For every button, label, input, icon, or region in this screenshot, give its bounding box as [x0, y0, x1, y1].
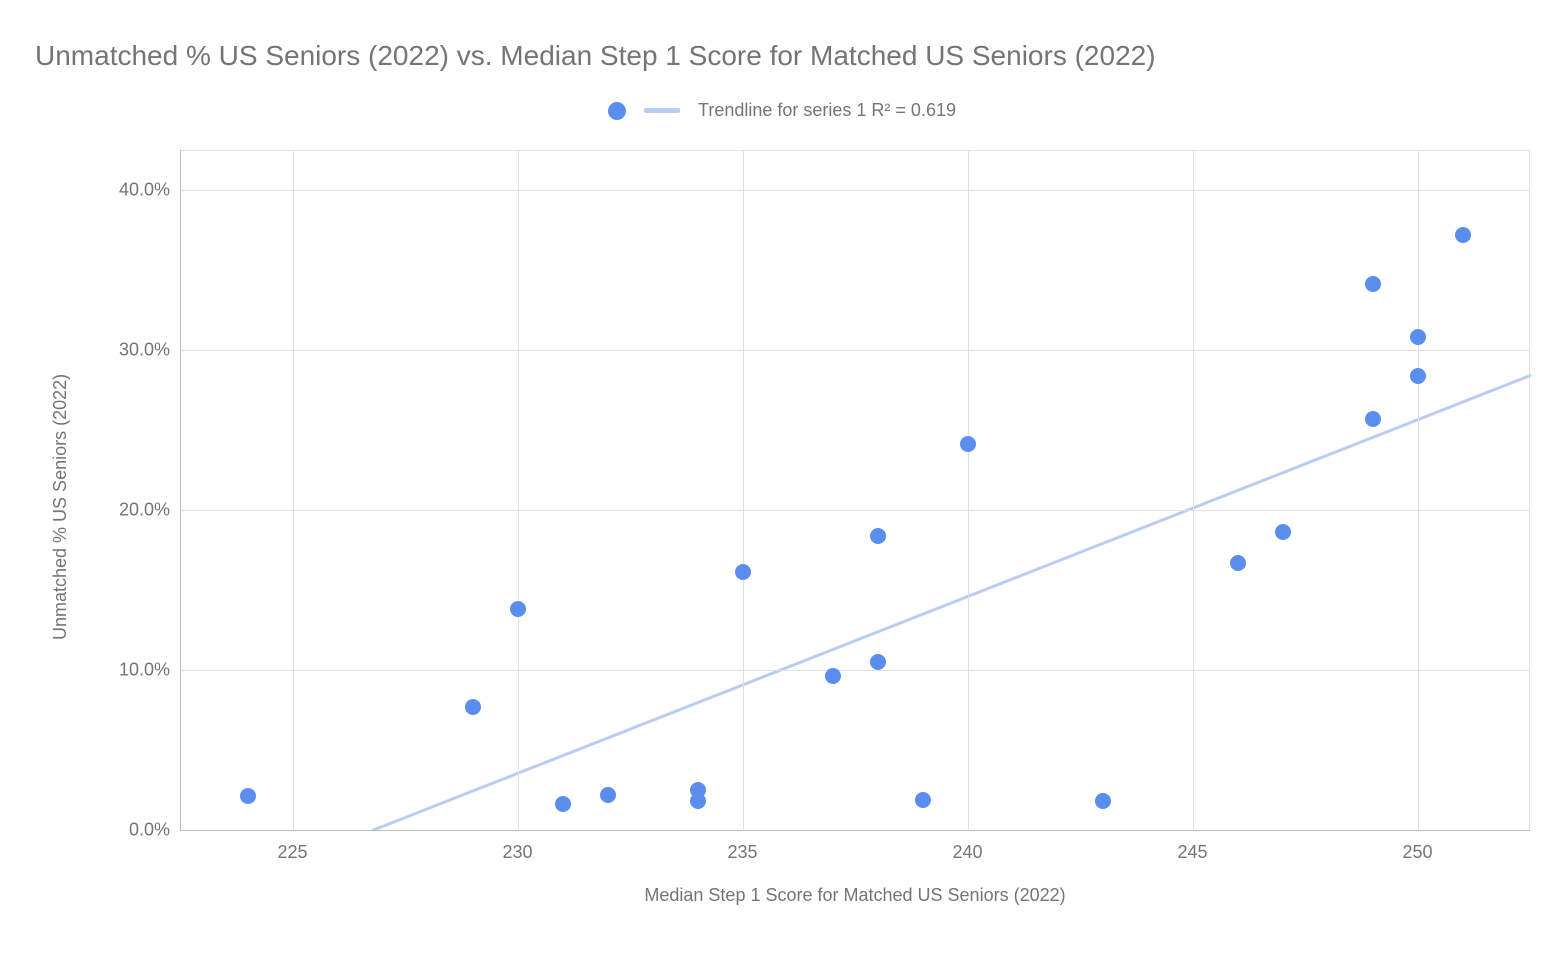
- chart-legend: Trendline for series 1 R² = 0.619: [0, 100, 1564, 121]
- y-tick-label: 10.0%: [110, 660, 170, 681]
- y-tick-label: 30.0%: [110, 340, 170, 361]
- plot-area: [180, 150, 1530, 830]
- x-axis-title: Median Step 1 Score for Matched US Senio…: [644, 885, 1065, 906]
- y-tick-label: 0.0%: [110, 820, 170, 841]
- trendline: [180, 150, 1530, 830]
- scatter-point: [1365, 276, 1381, 292]
- y-axis-line: [180, 150, 181, 830]
- gridline-vertical: [1193, 150, 1194, 830]
- gridline-vertical: [743, 150, 744, 830]
- scatter-point: [1455, 227, 1471, 243]
- legend-trendline-icon: [644, 108, 680, 113]
- scatter-point: [1365, 411, 1381, 427]
- scatter-point: [870, 528, 886, 544]
- scatter-point: [1095, 793, 1111, 809]
- scatter-point: [825, 668, 841, 684]
- legend-text: Trendline for series 1 R² = 0.619: [698, 100, 956, 121]
- scatter-point: [1275, 524, 1291, 540]
- scatter-point: [555, 796, 571, 812]
- x-axis-line: [180, 830, 1530, 831]
- scatter-point: [915, 792, 931, 808]
- gridline-horizontal: [180, 190, 1530, 191]
- gridline-vertical: [968, 150, 969, 830]
- gridline-vertical: [293, 150, 294, 830]
- x-tick-label: 225: [277, 842, 307, 863]
- x-tick-label: 240: [952, 842, 982, 863]
- gridline-horizontal: [180, 350, 1530, 351]
- x-tick-label: 250: [1402, 842, 1432, 863]
- gridline-vertical: [518, 150, 519, 830]
- scatter-point: [1410, 329, 1426, 345]
- y-axis-title: Unmatched % US Seniors (2022): [50, 374, 71, 640]
- scatter-point: [1230, 555, 1246, 571]
- plot-top-border: [180, 150, 1530, 151]
- gridline-vertical: [1418, 150, 1419, 830]
- scatter-point: [870, 654, 886, 670]
- chart-title: Unmatched % US Seniors (2022) vs. Median…: [35, 40, 1156, 72]
- gridline-horizontal: [180, 510, 1530, 511]
- scatter-point: [465, 699, 481, 715]
- plot-right-border: [1529, 150, 1530, 830]
- scatter-point: [690, 793, 706, 809]
- x-tick-label: 235: [727, 842, 757, 863]
- x-tick-label: 245: [1177, 842, 1207, 863]
- scatter-point: [735, 564, 751, 580]
- scatter-point: [960, 436, 976, 452]
- scatter-point: [240, 788, 256, 804]
- x-tick-label: 230: [502, 842, 532, 863]
- legend-series-dot-icon: [608, 102, 626, 120]
- scatter-point: [510, 601, 526, 617]
- scatter-point: [1410, 368, 1426, 384]
- chart-container: Unmatched % US Seniors (2022) vs. Median…: [0, 0, 1564, 962]
- gridline-horizontal: [180, 670, 1530, 671]
- y-tick-label: 40.0%: [110, 180, 170, 201]
- scatter-point: [600, 787, 616, 803]
- y-tick-label: 20.0%: [110, 500, 170, 521]
